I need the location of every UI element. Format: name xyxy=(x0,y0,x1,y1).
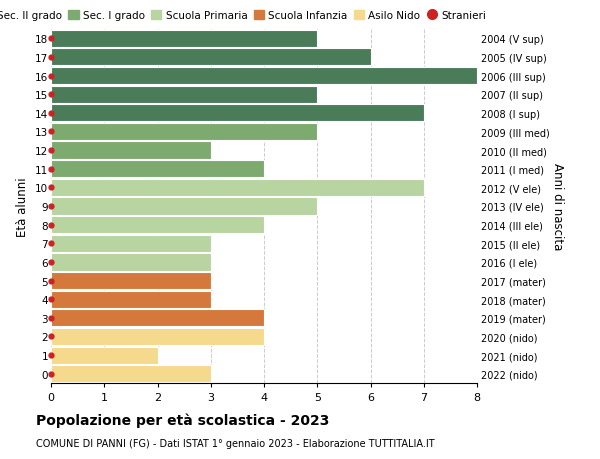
Y-axis label: Anni di nascita: Anni di nascita xyxy=(551,163,564,250)
Bar xyxy=(51,198,317,215)
Bar xyxy=(51,217,264,234)
Bar xyxy=(51,31,317,48)
Bar xyxy=(51,161,264,178)
Bar xyxy=(51,328,264,345)
Bar xyxy=(51,310,264,327)
Bar xyxy=(51,68,477,85)
Bar xyxy=(51,179,424,196)
Bar xyxy=(51,86,317,103)
Bar xyxy=(51,365,211,382)
Legend: Sec. II grado, Sec. I grado, Scuola Primaria, Scuola Infanzia, Asilo Nido, Stran: Sec. II grado, Sec. I grado, Scuola Prim… xyxy=(0,11,486,21)
Bar xyxy=(51,272,211,290)
Bar xyxy=(51,49,371,66)
Bar xyxy=(51,254,211,271)
Bar xyxy=(51,123,317,141)
Bar xyxy=(51,235,211,252)
Y-axis label: Età alunni: Età alunni xyxy=(16,177,29,236)
Bar xyxy=(51,347,157,364)
Bar xyxy=(51,105,424,122)
Text: COMUNE DI PANNI (FG) - Dati ISTAT 1° gennaio 2023 - Elaborazione TUTTITALIA.IT: COMUNE DI PANNI (FG) - Dati ISTAT 1° gen… xyxy=(36,438,434,448)
Bar xyxy=(51,142,211,159)
Text: Popolazione per età scolastica - 2023: Popolazione per età scolastica - 2023 xyxy=(36,413,329,428)
Bar xyxy=(51,291,211,308)
